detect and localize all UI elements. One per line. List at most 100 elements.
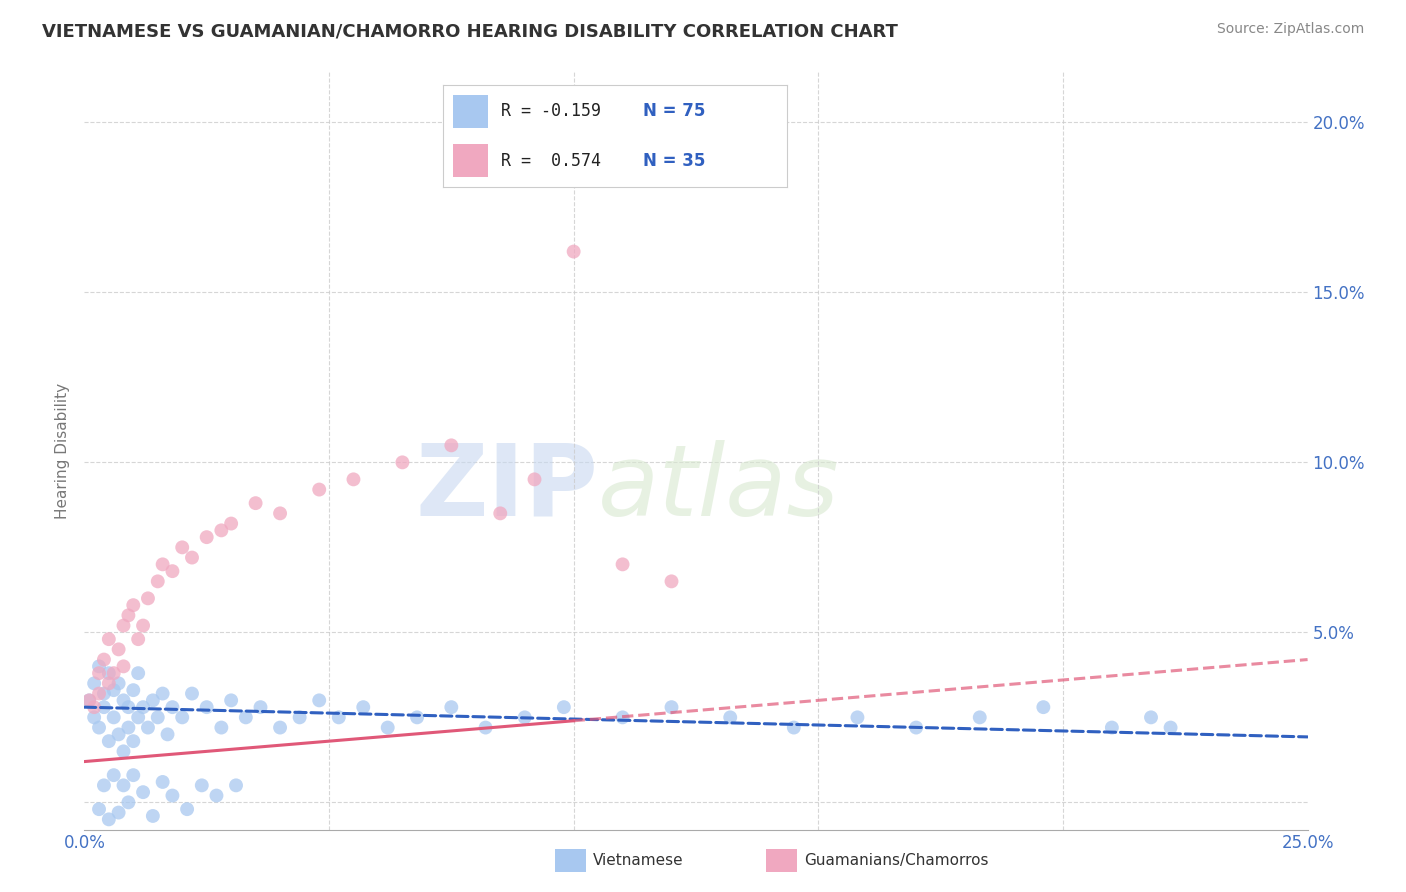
Point bbox=[83, 700, 105, 714]
Point bbox=[97, 632, 120, 647]
Point bbox=[77, 693, 100, 707]
Point bbox=[103, 683, 125, 698]
Point bbox=[156, 727, 179, 741]
Point bbox=[846, 710, 869, 724]
Point bbox=[209, 524, 232, 538]
Point bbox=[107, 805, 129, 820]
Point bbox=[87, 666, 110, 681]
Point bbox=[553, 700, 575, 714]
Point bbox=[245, 496, 267, 510]
Point bbox=[905, 721, 928, 735]
Point bbox=[132, 700, 155, 714]
Point bbox=[162, 564, 184, 578]
Point bbox=[181, 550, 204, 565]
Point bbox=[191, 778, 214, 792]
Bar bbox=[453, 145, 488, 177]
Point bbox=[162, 700, 184, 714]
Point bbox=[107, 676, 129, 690]
Point bbox=[93, 700, 115, 714]
Point bbox=[718, 710, 741, 724]
Point bbox=[195, 530, 218, 544]
Point bbox=[152, 687, 174, 701]
Point bbox=[172, 541, 194, 555]
Point bbox=[132, 618, 155, 632]
Point bbox=[127, 710, 149, 724]
Point bbox=[83, 710, 105, 724]
Point bbox=[352, 700, 374, 714]
Point bbox=[87, 659, 110, 673]
Point bbox=[142, 693, 165, 707]
Point bbox=[1160, 721, 1182, 735]
Point bbox=[122, 598, 145, 612]
Point bbox=[146, 710, 169, 724]
Point bbox=[122, 768, 145, 782]
Text: R =  0.574: R = 0.574 bbox=[502, 152, 602, 169]
Point bbox=[152, 558, 174, 572]
Point bbox=[97, 734, 120, 748]
Point bbox=[328, 710, 350, 724]
Point bbox=[93, 687, 115, 701]
Point bbox=[661, 574, 683, 589]
Text: N = 35: N = 35 bbox=[643, 152, 704, 169]
Point bbox=[93, 652, 115, 666]
Point bbox=[391, 455, 413, 469]
Text: Guamanians/Chamorros: Guamanians/Chamorros bbox=[804, 854, 988, 868]
Point bbox=[181, 687, 204, 701]
Point bbox=[112, 618, 135, 632]
Point bbox=[112, 778, 135, 792]
Point bbox=[612, 710, 634, 724]
Point bbox=[1101, 721, 1123, 735]
Point bbox=[132, 785, 155, 799]
Text: ZIP: ZIP bbox=[415, 440, 598, 537]
Point bbox=[127, 666, 149, 681]
Point bbox=[783, 721, 806, 735]
Point bbox=[97, 813, 120, 827]
Point bbox=[97, 676, 120, 690]
Point bbox=[209, 721, 232, 735]
Point bbox=[176, 802, 198, 816]
Point bbox=[136, 591, 159, 606]
Point bbox=[117, 608, 139, 623]
Point bbox=[87, 721, 110, 735]
Point bbox=[152, 775, 174, 789]
Point bbox=[136, 721, 159, 735]
Point bbox=[225, 778, 247, 792]
Text: VIETNAMESE VS GUAMANIAN/CHAMORRO HEARING DISABILITY CORRELATION CHART: VIETNAMESE VS GUAMANIAN/CHAMORRO HEARING… bbox=[42, 22, 898, 40]
Point bbox=[308, 483, 330, 497]
Point bbox=[107, 727, 129, 741]
Point bbox=[112, 744, 135, 758]
Point bbox=[308, 693, 330, 707]
Point bbox=[205, 789, 228, 803]
Text: atlas: atlas bbox=[598, 440, 839, 537]
Text: R = -0.159: R = -0.159 bbox=[502, 103, 602, 120]
Point bbox=[87, 687, 110, 701]
Point bbox=[127, 632, 149, 647]
Point bbox=[489, 507, 512, 521]
Point bbox=[112, 693, 135, 707]
Point bbox=[235, 710, 257, 724]
Point bbox=[377, 721, 399, 735]
Point bbox=[122, 734, 145, 748]
Point bbox=[269, 721, 291, 735]
Point bbox=[969, 710, 991, 724]
Point bbox=[269, 507, 291, 521]
Point bbox=[661, 700, 683, 714]
Point bbox=[172, 710, 194, 724]
Point bbox=[112, 659, 135, 673]
Point bbox=[249, 700, 271, 714]
Point bbox=[1032, 700, 1054, 714]
Point bbox=[103, 666, 125, 681]
Point bbox=[122, 683, 145, 698]
Point bbox=[83, 676, 105, 690]
Point bbox=[219, 693, 242, 707]
Point bbox=[513, 710, 536, 724]
Point bbox=[107, 642, 129, 657]
Point bbox=[562, 244, 585, 259]
Text: N = 75: N = 75 bbox=[643, 103, 704, 120]
Y-axis label: Hearing Disability: Hearing Disability bbox=[55, 383, 70, 518]
Text: Vietnamese: Vietnamese bbox=[593, 854, 683, 868]
Point bbox=[342, 472, 364, 486]
Point bbox=[162, 789, 184, 803]
Point bbox=[219, 516, 242, 531]
Point bbox=[523, 472, 546, 486]
